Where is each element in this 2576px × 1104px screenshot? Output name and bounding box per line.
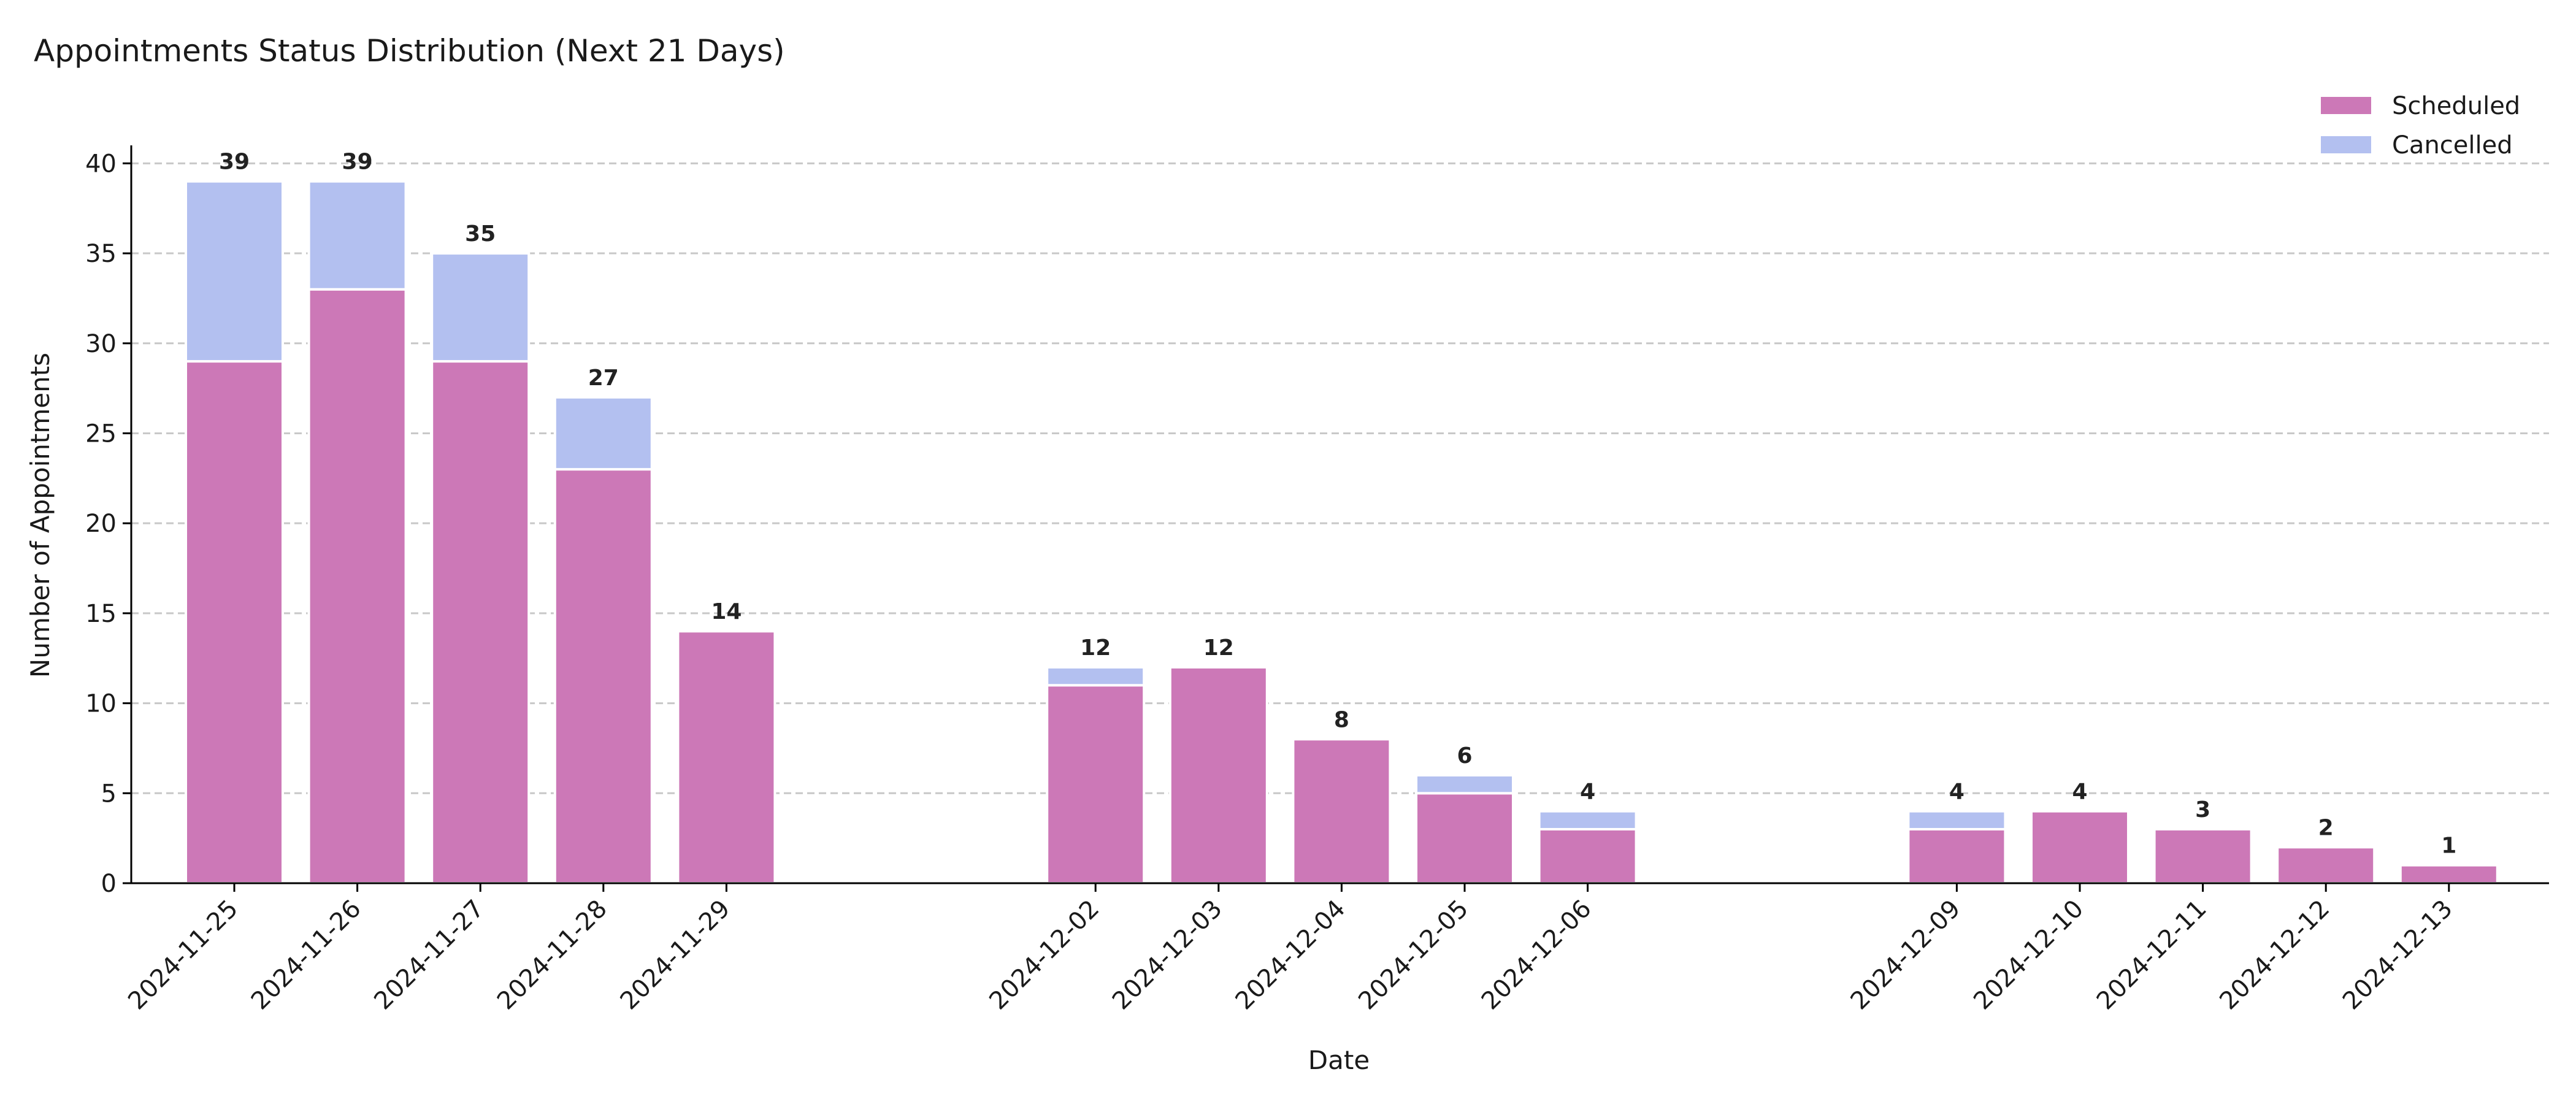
bar-cancelled-2024-11-28 [553, 396, 653, 471]
y-tick-label: 5 [101, 780, 117, 808]
data-label-total: 35 [465, 221, 496, 247]
data-label-total: 4 [2072, 780, 2087, 805]
data-label-total: 39 [219, 150, 250, 175]
bar-scheduled-2024-11-26 [307, 288, 407, 885]
bar-scheduled-2024-12-06 [1538, 827, 1638, 884]
bar-cancelled-2024-12-05 [1415, 773, 1514, 795]
y-tick-label: 30 [85, 330, 117, 358]
data-label-total: 14 [711, 599, 742, 624]
data-label-total: 39 [342, 150, 373, 175]
x-tick-label: 2024-12-09 [1846, 895, 1966, 1016]
bar-scheduled-2024-12-11 [2153, 827, 2253, 884]
y-tick-label: 40 [85, 150, 117, 178]
bar-cancelled-2024-11-26 [307, 180, 407, 291]
y-tick-label: 35 [85, 240, 117, 268]
data-label-total: 4 [1580, 780, 1595, 805]
bar-scheduled-2024-11-27 [431, 360, 531, 884]
x-tick-label: 2024-12-13 [2337, 895, 2458, 1016]
x-tick-label: 2024-11-28 [492, 895, 613, 1016]
legend-label-scheduled: Scheduled [2392, 92, 2520, 120]
bar-scheduled-2024-11-25 [185, 360, 284, 884]
bar-scheduled-2024-12-13 [2399, 864, 2499, 885]
bar-scheduled-2024-12-10 [2030, 810, 2129, 885]
x-tick-label: 2024-12-02 [984, 895, 1105, 1016]
bar-cancelled-2024-11-27 [431, 252, 531, 363]
bar-cancelled-2024-11-25 [185, 180, 284, 363]
x-tick-label: 2024-11-25 [123, 895, 243, 1016]
x-tick-label: 2024-12-05 [1353, 895, 1474, 1016]
y-tick-label: 20 [85, 510, 117, 538]
bars [185, 180, 2499, 885]
data-label-total: 12 [1080, 635, 1111, 661]
bar-scheduled-2024-12-03 [1168, 665, 1268, 885]
data-label-total: 3 [2195, 797, 2210, 822]
data-labels: 39 39 35 27 14 12 12 8 6 4 4 4 3 2 1 [219, 150, 2456, 859]
x-tick-label: 2024-12-12 [2214, 895, 2335, 1016]
bar-scheduled-2024-12-05 [1415, 792, 1514, 885]
bar-scheduled-2024-12-02 [1046, 684, 1146, 884]
y-axis-label: Number of Appointments [25, 353, 55, 678]
bar-scheduled-2024-12-04 [1292, 738, 1392, 885]
bar-cancelled-2024-12-09 [1907, 810, 2007, 830]
bar-cancelled-2024-12-02 [1046, 665, 1146, 687]
legend-label-cancelled: Cancelled [2392, 131, 2513, 159]
x-tick-label: 2024-12-06 [1476, 895, 1597, 1016]
data-label-total: 4 [1949, 780, 1965, 805]
bar-scheduled-2024-12-09 [1907, 827, 2007, 884]
y-tick-label: 25 [85, 420, 117, 448]
x-tick-label: 2024-12-10 [1968, 895, 2089, 1016]
legend-swatch-cancelled [2321, 136, 2371, 153]
data-label-total: 12 [1203, 635, 1234, 661]
data-label-total: 1 [2441, 834, 2456, 859]
y-tick-label: 10 [85, 690, 117, 718]
x-tick-label: 2024-11-27 [369, 895, 489, 1016]
legend: Scheduled Cancelled [2321, 92, 2520, 159]
x-tick-label: 2024-11-29 [615, 895, 736, 1016]
bar-scheduled-2024-12-12 [2276, 846, 2376, 884]
chart-title: Appointments Status Distribution (Next 2… [34, 33, 785, 69]
y-tick-label: 0 [101, 870, 117, 898]
x-axis-label: Date [1308, 1045, 1370, 1075]
data-label-total: 2 [2318, 815, 2334, 840]
x-tick-label: 2024-12-04 [1230, 895, 1351, 1016]
data-label-total: 27 [588, 366, 619, 391]
legend-swatch-scheduled [2321, 97, 2371, 114]
grid-lines [131, 162, 2549, 794]
bar-scheduled-2024-11-28 [553, 468, 653, 884]
bar-cancelled-2024-12-06 [1538, 810, 1638, 830]
y-tick-label: 15 [85, 600, 117, 628]
data-label-total: 6 [1457, 743, 1472, 769]
bar-scheduled-2024-11-29 [677, 630, 776, 884]
x-tick-label: 2024-12-11 [2091, 895, 2212, 1016]
x-tick-label: 2024-11-26 [246, 895, 367, 1016]
x-tick-label: 2024-12-03 [1107, 895, 1228, 1016]
data-label-total: 8 [1334, 707, 1349, 732]
